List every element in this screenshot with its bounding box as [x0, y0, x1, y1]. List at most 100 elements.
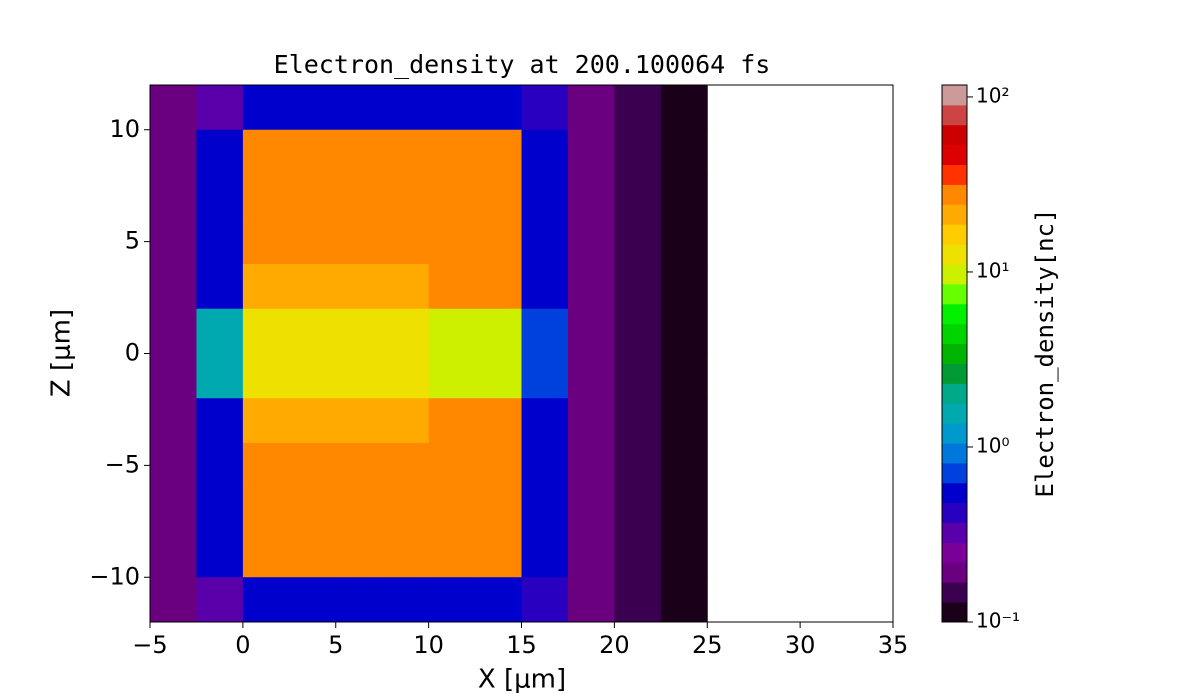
heatmap-cell [567, 577, 615, 623]
heatmap-cell [289, 264, 337, 310]
heatmap-cell [335, 174, 383, 220]
heatmap-cell [335, 577, 383, 623]
heatmap-cell [660, 443, 708, 489]
y-tick-label: 0 [125, 339, 140, 367]
colorbar-band [942, 602, 967, 623]
heatmap-cell [521, 219, 569, 265]
colorbar-band [942, 264, 967, 285]
heatmap-cell [428, 353, 476, 399]
heatmap-cell [289, 398, 337, 444]
colorbar-band [942, 443, 967, 464]
heatmap-cell [567, 264, 615, 310]
heatmap-cell [196, 487, 244, 533]
colorbar-band [942, 104, 967, 126]
x-tick-label: 15 [506, 631, 537, 659]
heatmap-cell [335, 532, 383, 578]
heatmap-cell [567, 443, 615, 489]
heatmap-cell [150, 129, 197, 175]
heatmap-cell [242, 85, 290, 131]
heatmap-cell [475, 129, 522, 175]
colorbar-label: Electron_density[nc] [1031, 209, 1059, 498]
colorbar-tick-label: 10⁻¹ [976, 609, 1020, 633]
heatmap-cell [614, 219, 662, 265]
colorbar-tick-label: 10² [976, 83, 1009, 107]
heatmap-cell [382, 129, 430, 175]
heatmap-cell [150, 174, 197, 220]
heatmap-cell [196, 264, 244, 310]
colorbar-tick-label: 10¹ [976, 258, 1009, 282]
heatmap-cell [289, 443, 337, 489]
heatmap-cell [242, 129, 290, 175]
heatmap-cell [660, 85, 708, 131]
heatmap-cell [335, 264, 383, 310]
colorbar-frame [941, 84, 968, 623]
heatmap-cell [150, 577, 197, 623]
heatmap-cell [196, 398, 244, 444]
colorbar-band [942, 562, 967, 583]
colorbar-band [942, 204, 967, 225]
heatmap-cell [242, 174, 290, 220]
heatmap-cell [614, 85, 662, 131]
colorbar-band [942, 303, 967, 325]
heatmap-cell [196, 219, 244, 265]
colorbar-band [942, 85, 967, 106]
heatmap-cell [150, 85, 197, 131]
colorbar-band [942, 502, 967, 524]
heatmap-cell [660, 487, 708, 533]
heatmap-cell [521, 174, 569, 220]
colorbar-band [942, 383, 967, 404]
heatmap-cell [382, 308, 430, 354]
x-tick-label: 10 [413, 631, 444, 659]
colorbar-band [942, 184, 967, 205]
heatmap-cell [614, 174, 662, 220]
heatmap-cell [382, 264, 430, 310]
colorbar-tick-label: 10⁰ [976, 433, 1009, 457]
heatmap-cell [428, 443, 476, 489]
heatmap-cell [475, 85, 522, 131]
colorbar-band [942, 403, 967, 424]
x-tick-label: 5 [328, 631, 343, 659]
heatmap-cell [660, 174, 708, 220]
colorbar-band [942, 144, 967, 166]
heatmap-cell [242, 353, 290, 399]
heatmap-cell [289, 219, 337, 265]
heatmap-cell [521, 129, 569, 175]
heatmap-cell [660, 219, 708, 265]
heatmap-cell [335, 353, 383, 399]
colorbar-band [942, 124, 967, 146]
colorbar-band [942, 164, 967, 185]
heatmap-cell [382, 219, 430, 265]
heatmap-cell [382, 398, 430, 444]
heatmap-cell [567, 532, 615, 578]
colorbar-band [942, 462, 967, 484]
colorbar-band [942, 224, 967, 245]
heatmap-cell [567, 353, 615, 399]
x-tick-label: 25 [692, 631, 723, 659]
heatmap-cell [567, 85, 615, 131]
heatmap-cell [335, 308, 383, 354]
heatmap-cell [289, 577, 337, 623]
heatmap-cell [567, 308, 615, 354]
heatmap-cell [196, 85, 244, 131]
heatmap-cell [614, 308, 662, 354]
heatmap-cell [614, 353, 662, 399]
heatmap-cell [289, 129, 337, 175]
heatmap-cell [521, 264, 569, 310]
heatmap-cell [150, 219, 197, 265]
heatmap-cell [567, 174, 615, 220]
heatmap-cell [335, 398, 383, 444]
heatmap-cell [475, 308, 522, 354]
x-tick-label: 30 [785, 631, 816, 659]
y-axis-label: Z [μm] [47, 309, 77, 397]
heatmap-cell [382, 487, 430, 533]
x-axis-label: X [μm] [478, 665, 566, 695]
heatmap-cell [428, 308, 476, 354]
colorbar-band [942, 482, 967, 504]
y-tick-label: 10 [109, 115, 140, 143]
heatmap-cell [150, 308, 197, 354]
x-tick-label: 35 [878, 631, 909, 659]
colorbar-band [942, 363, 967, 384]
heatmap-cell [521, 443, 569, 489]
heatmap-cell [289, 532, 337, 578]
